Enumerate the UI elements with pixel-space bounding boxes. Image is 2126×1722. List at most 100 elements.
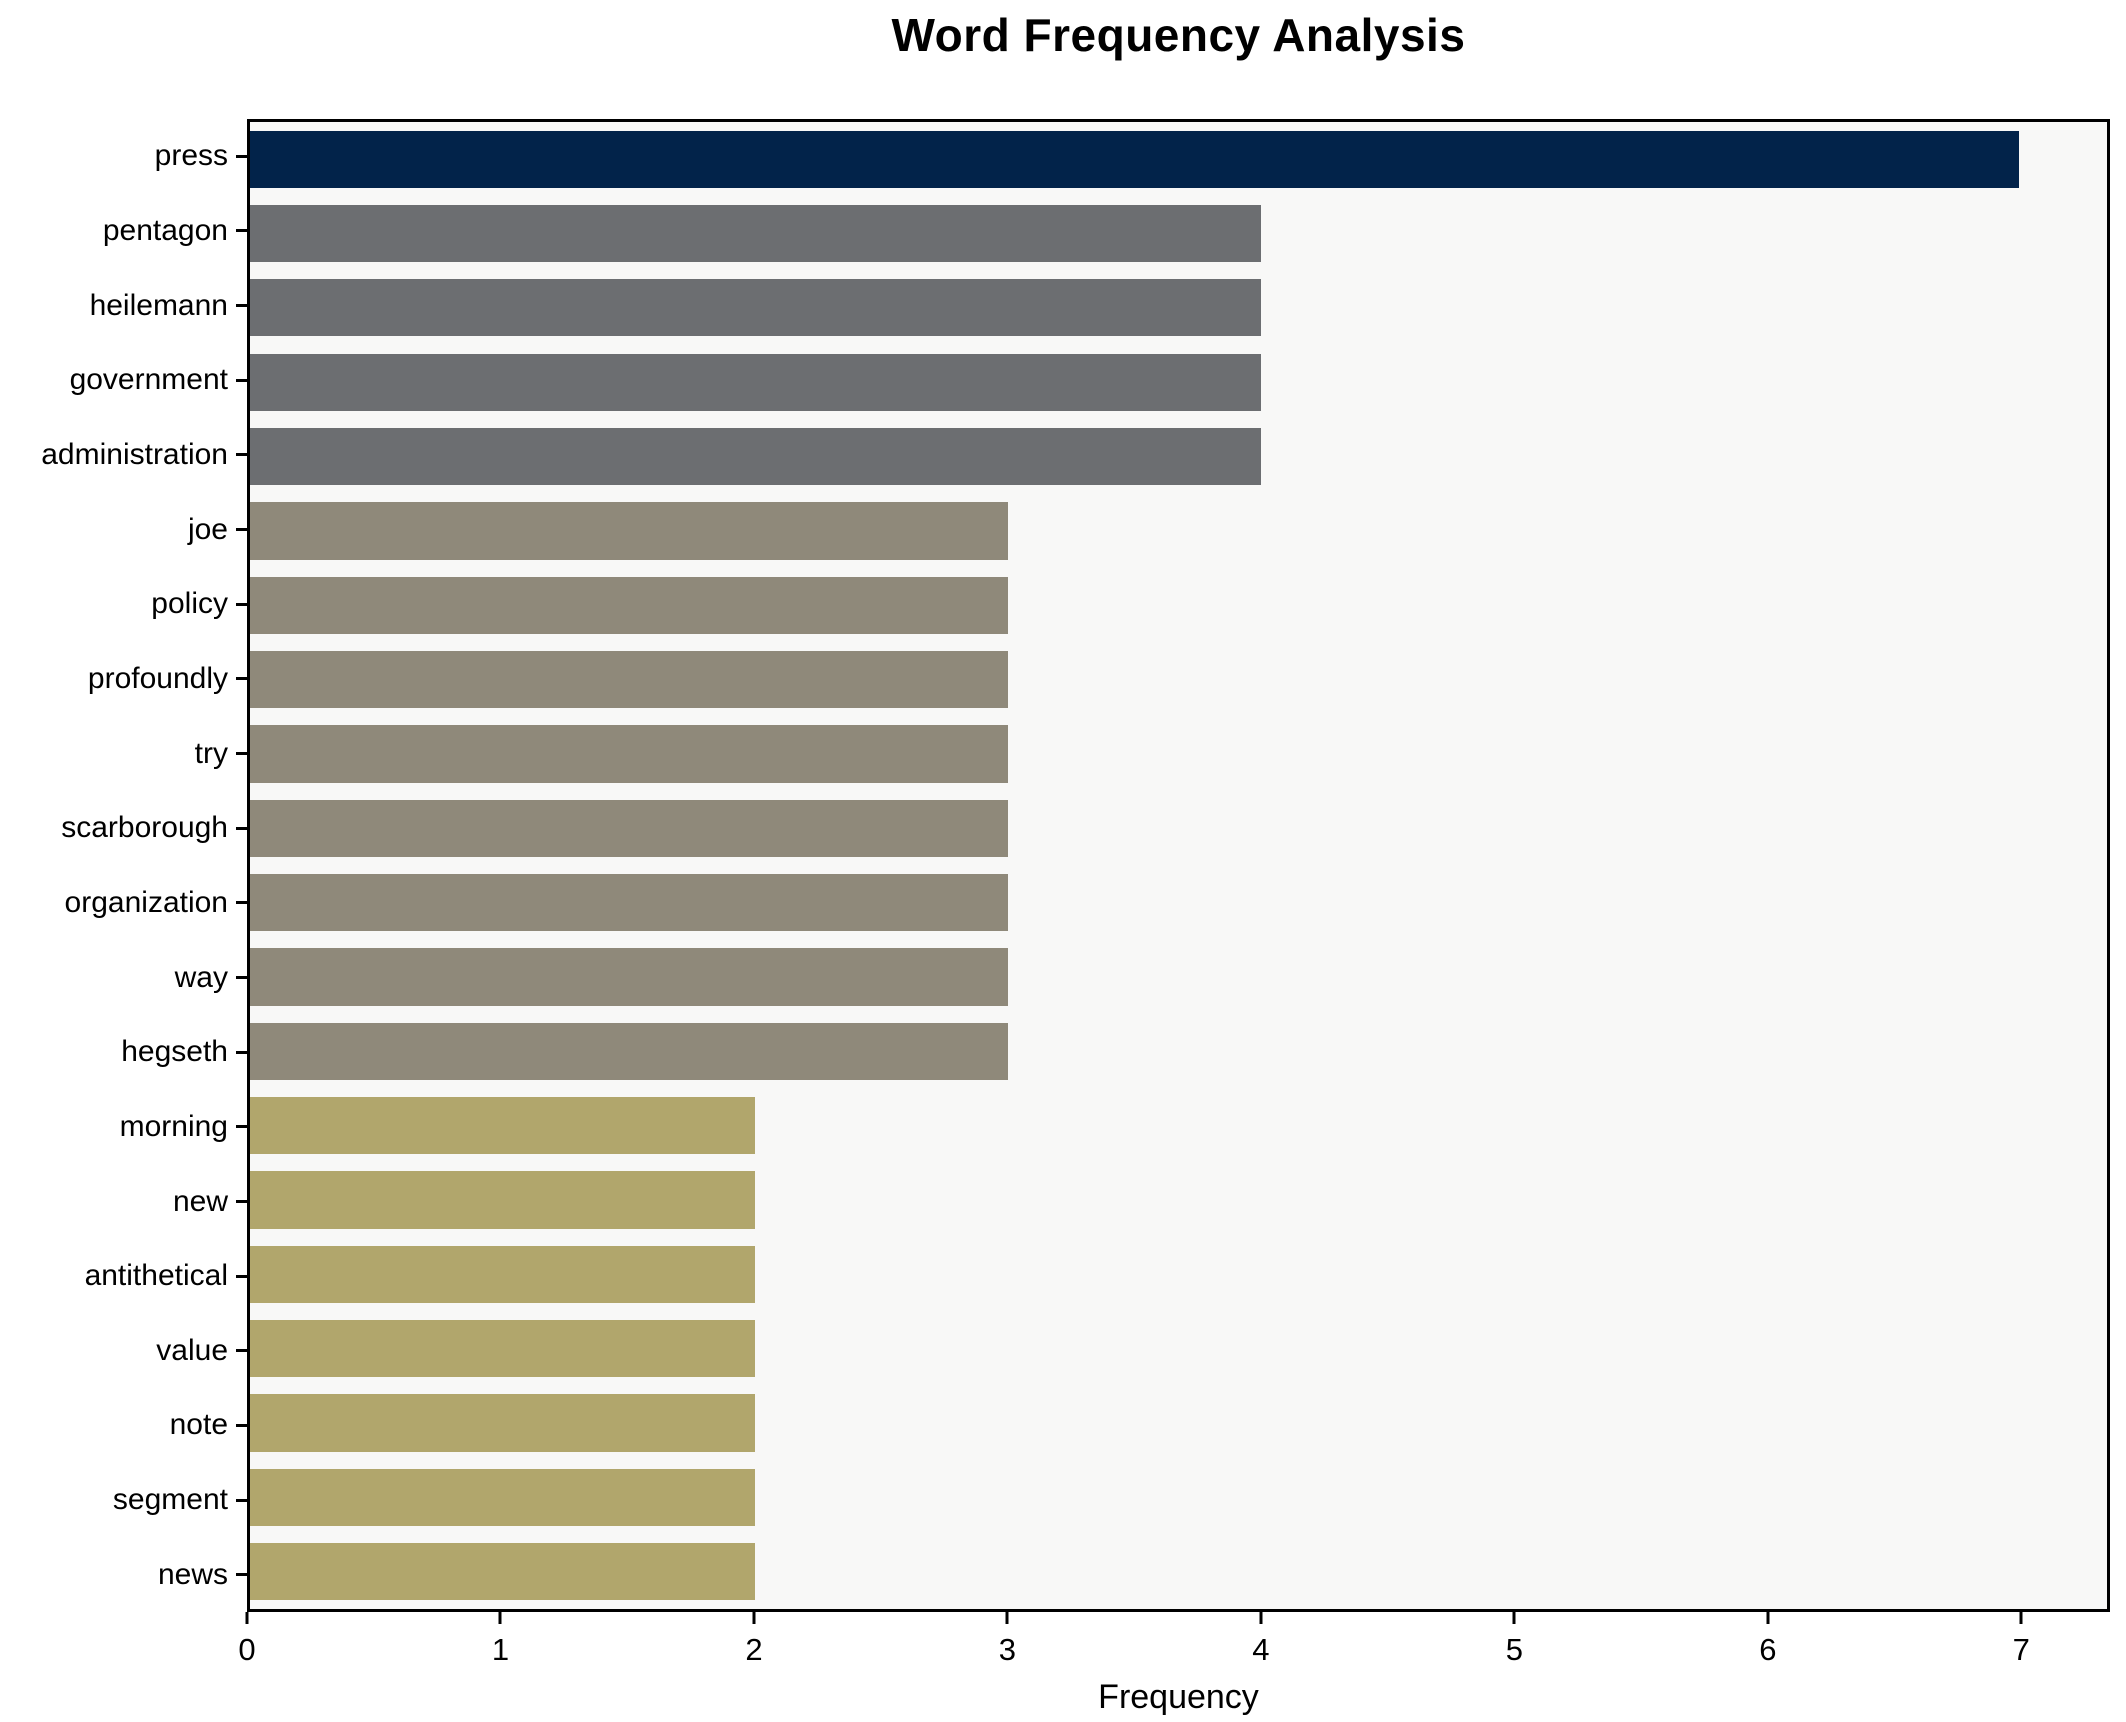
bar-row [250,1237,2107,1311]
bar-note [250,1394,756,1452]
x-axis: 0 1 2 3 4 5 6 7 [238,1612,2110,1722]
y-tick-mark [236,453,247,457]
bar-morning [250,1097,756,1155]
y-label-row: hegseth [0,1015,247,1090]
bar-row [250,1535,2107,1609]
x-tick-mark [1005,1612,1009,1624]
bar-heilemann [250,279,1261,337]
bars-container [250,122,2107,1609]
y-tick-label: value [156,1333,228,1367]
y-label-row: new [0,1164,247,1239]
y-tick-mark [236,1050,247,1054]
bar-row [250,1386,2107,1460]
y-tick-mark [236,304,247,308]
y-tick-label: policy [151,587,228,621]
bar-row [250,791,2107,865]
bar-row [250,122,2107,196]
bar-administration [250,427,1261,486]
bar-row [250,1460,2107,1534]
bar-row [250,1014,2107,1088]
x-tick-label: 4 [1252,1632,1270,1667]
bar-row [250,271,2107,345]
y-tick-label: organization [64,885,228,919]
y-label-row: note [0,1388,247,1463]
x-tick-label: 7 [2012,1632,2030,1667]
y-label-row: organization [0,866,247,941]
bar-row [250,940,2107,1014]
y-tick-mark [236,1498,247,1502]
y-tick-mark [236,901,247,905]
chart-title: Word Frequency Analysis [891,9,1466,61]
y-label-row: way [0,940,247,1015]
y-label-row: try [0,716,247,791]
bar-row [250,494,2107,568]
y-tick-label: try [194,736,228,770]
y-tick-mark [236,677,247,681]
x-tick-label: 0 [238,1632,256,1667]
bar-news [250,1543,756,1601]
bar-row [250,1088,2107,1162]
bar-press [250,130,2019,188]
bar-row [250,865,2107,939]
y-tick-label: note [169,1408,228,1442]
y-tick-label: antithetical [84,1259,228,1293]
y-tick-label: press [154,139,228,173]
bar-antithetical [250,1245,756,1303]
y-tick-label: heilemann [89,288,228,322]
bar-joe [250,502,1008,560]
y-tick-mark [236,1274,247,1278]
y-label-row: morning [0,1090,247,1165]
bar-new [250,1171,756,1229]
x-tick-mark [1512,1612,1516,1624]
x-tick-label: 2 [745,1632,763,1667]
bar-profoundly [250,650,1008,709]
y-tick-mark [236,976,247,980]
y-tick-mark [236,229,247,233]
y-label-row: policy [0,567,247,642]
bar-row [250,717,2107,791]
x-tick-label: 5 [1505,1632,1523,1667]
y-label-row: administration [0,418,247,493]
x-tick-mark [245,1612,249,1624]
y-label-row: value [0,1314,247,1389]
plot-area [247,119,2110,1612]
y-label-row: joe [0,492,247,567]
y-label-row: press [0,119,247,194]
y-tick-label: scarborough [61,811,228,845]
bar-government [250,353,1261,411]
y-tick-mark [236,752,247,756]
x-tick-mark [1259,1612,1263,1624]
bar-row [250,642,2107,716]
bar-pentagon [250,204,1261,263]
bar-row [250,1312,2107,1386]
y-tick-mark [236,1423,247,1427]
y-tick-mark [236,154,247,158]
y-tick-label: profoundly [87,661,228,695]
y-tick-label: hegseth [121,1035,228,1069]
y-tick-label: morning [119,1109,228,1143]
bar-way [250,948,1008,1006]
bar-organization [250,873,1008,932]
y-tick-label: joe [187,512,228,546]
y-tick-mark [236,1573,247,1577]
x-tick-mark [498,1612,502,1624]
bar-scarborough [250,799,1008,857]
y-tick-label: news [157,1557,228,1591]
bar-segment [250,1468,756,1526]
y-label-row: segment [0,1463,247,1538]
x-tick-mark [2019,1612,2023,1624]
y-tick-label: new [172,1184,228,1218]
x-tick-label: 1 [491,1632,510,1667]
y-tick-mark [236,1200,247,1204]
y-tick-mark [236,826,247,830]
y-label-row: news [0,1537,247,1612]
bar-row [250,345,2107,419]
y-tick-mark [236,1349,247,1353]
y-tick-mark [236,378,247,382]
bar-hegseth [250,1022,1008,1080]
y-tick-label: way [174,960,228,994]
bar-try [250,725,1008,783]
y-tick-label: segment [112,1483,228,1517]
y-tick-mark [236,602,247,606]
